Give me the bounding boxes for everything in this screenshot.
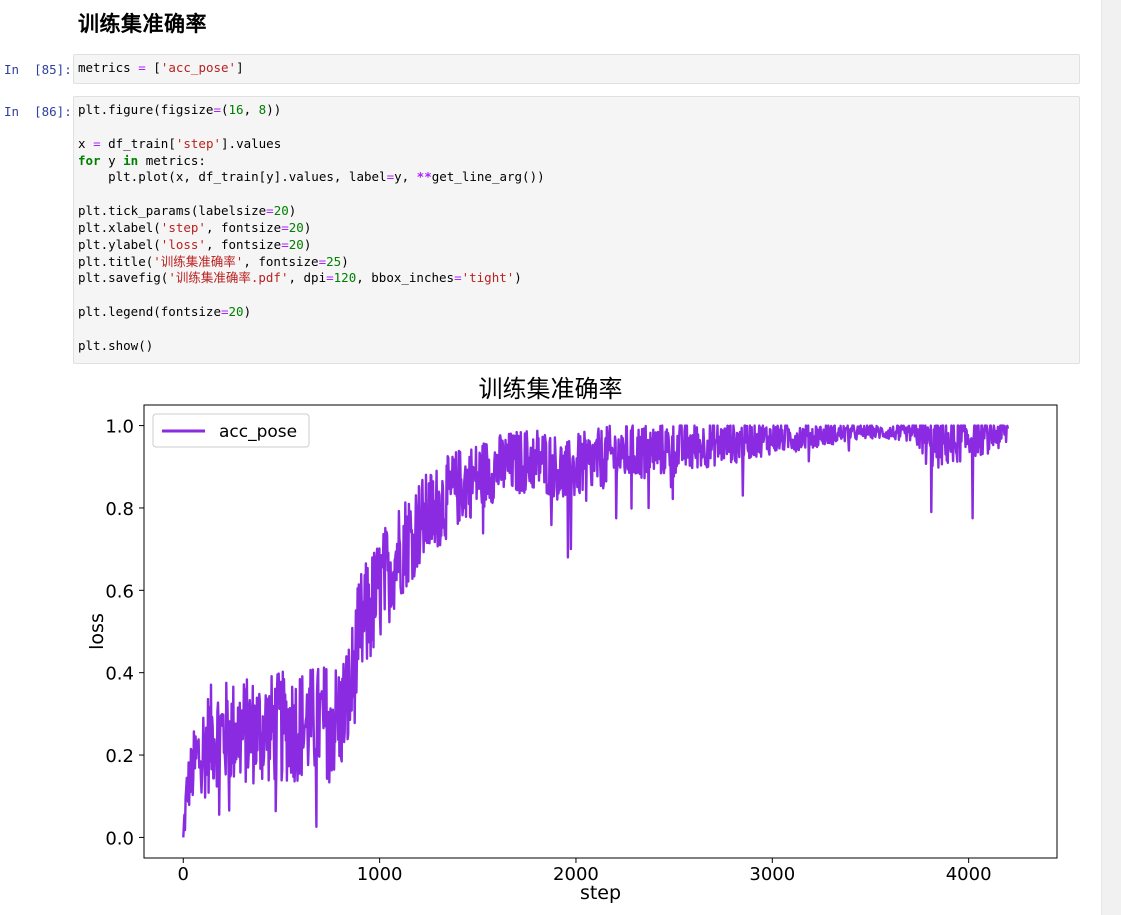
y-tick-label: 0.0	[105, 828, 134, 849]
x-axis-label: step	[580, 882, 621, 904]
x-tick-label: 0	[178, 864, 189, 885]
x-tick-label: 3000	[749, 864, 795, 885]
x-tick-label: 2000	[553, 864, 599, 885]
y-tick-label: 0.4	[105, 664, 134, 685]
page-scrollbar[interactable]	[1101, 0, 1121, 915]
series-line-acc-pose	[183, 426, 1008, 838]
legend-label-acc-pose: acc_pose	[219, 422, 297, 442]
y-tick-label: 0.6	[105, 581, 134, 602]
y-tick-label: 0.2	[105, 746, 134, 767]
x-tick-label: 1000	[357, 864, 403, 885]
y-tick-label: 0.8	[105, 499, 134, 520]
x-tick-label: 4000	[946, 864, 992, 885]
y-tick-label: 1.0	[105, 417, 134, 438]
chart-title: 训练集准确率	[479, 375, 623, 403]
y-axis-label: loss	[86, 613, 108, 650]
